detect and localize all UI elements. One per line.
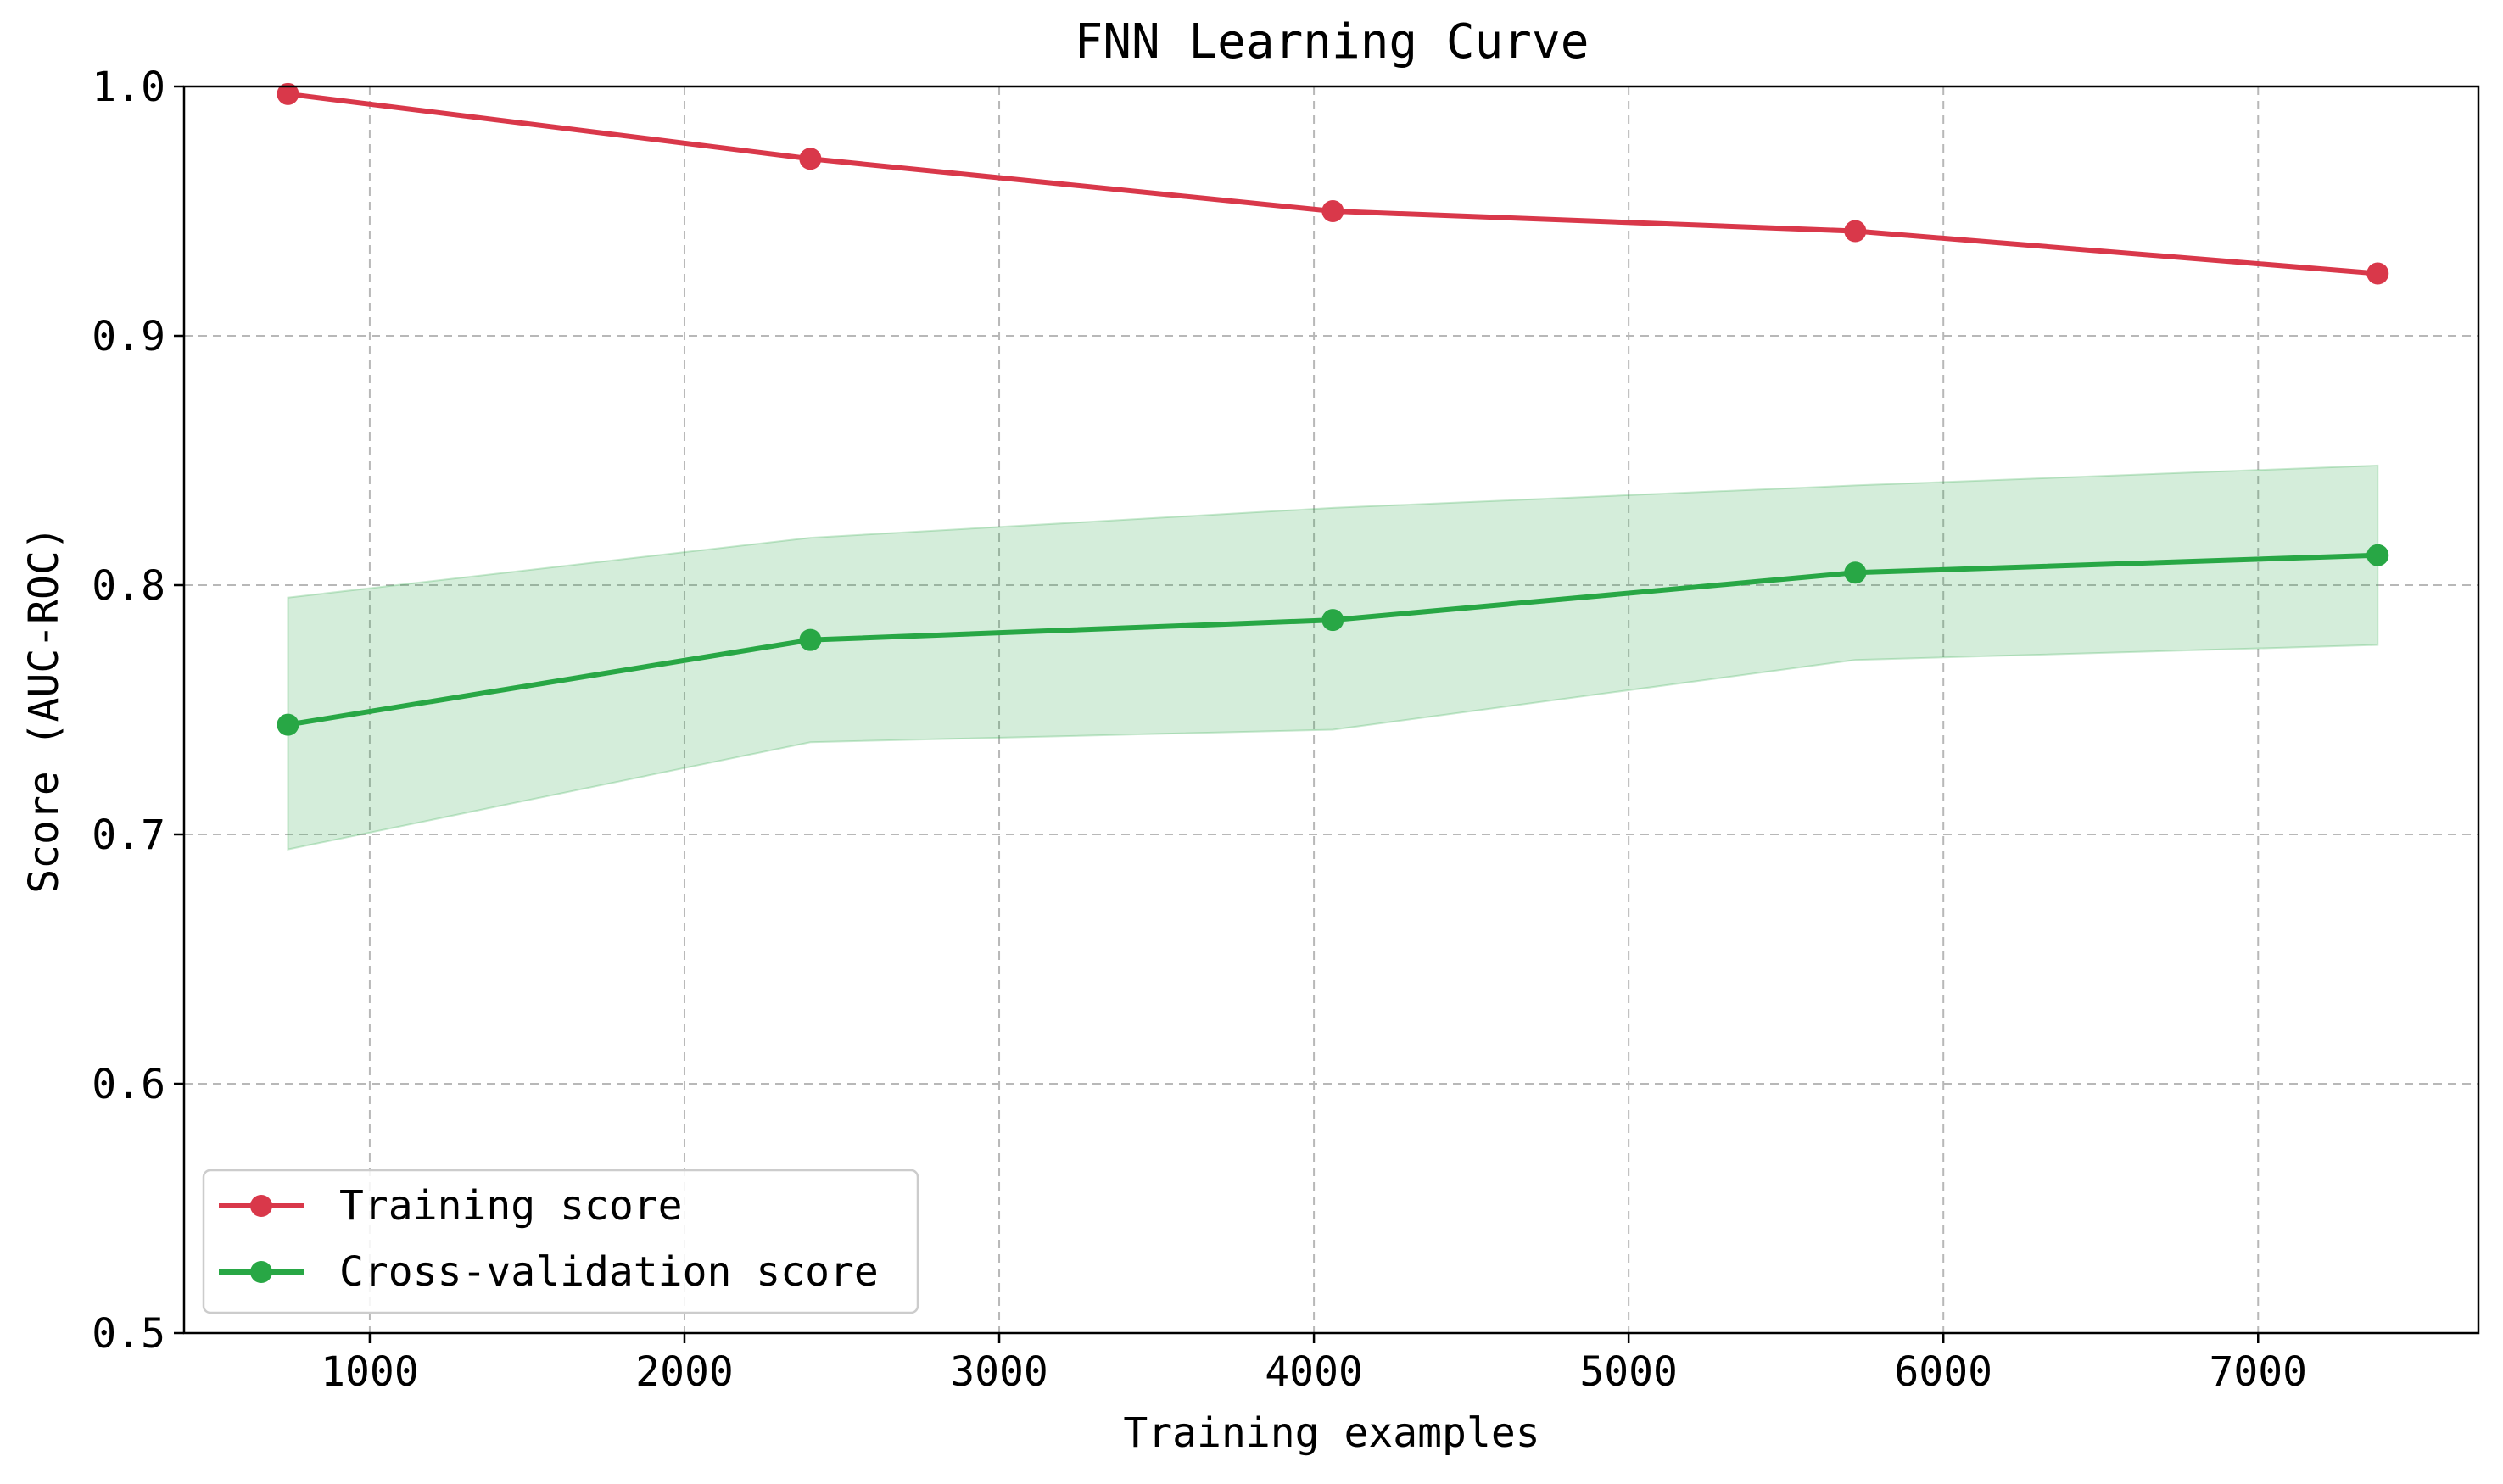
- y-axis-label: Score (AUC-ROC): [20, 526, 68, 893]
- x-tick-label: 7000: [2209, 1348, 2307, 1396]
- training-score-point: [799, 148, 822, 170]
- y-axis-ticks: 0.5 0.6 0.7 0.8 0.9 1.0: [92, 64, 184, 1358]
- y-tick-label: 0.7: [92, 812, 165, 859]
- training-score-point: [1321, 200, 1344, 222]
- x-tick-label: 3000: [950, 1348, 1048, 1396]
- x-tick-label: 4000: [1265, 1348, 1363, 1396]
- training-score-point: [2366, 262, 2389, 285]
- cross-validation-score-point: [1844, 561, 1867, 584]
- x-axis-ticks: 1000 2000 3000 4000 5000 6000 7000: [321, 1333, 2307, 1396]
- y-tick-label: 0.6: [92, 1061, 165, 1108]
- x-axis-label: Training examples: [1123, 1409, 1539, 1457]
- cross-validation-score-point: [2366, 544, 2389, 566]
- legend-label-cross-validation: Cross-validation score: [339, 1248, 879, 1296]
- cross-validation-score-point: [799, 628, 822, 651]
- x-tick-label: 6000: [1894, 1348, 1992, 1396]
- x-tick-label: 2000: [635, 1348, 734, 1396]
- cross-validation-score-point: [1321, 609, 1344, 632]
- chart-title: FNN Learning Curve: [1075, 14, 1590, 70]
- legend-label-training: Training score: [339, 1182, 683, 1230]
- y-tick-label: 0.8: [92, 562, 165, 610]
- legend-box: [202, 1169, 919, 1314]
- training-score-point: [277, 82, 299, 105]
- cross-validation-score-point: [277, 713, 299, 736]
- x-tick-label: 5000: [1579, 1348, 1678, 1396]
- cross-validation-score-std-band: [287, 464, 2379, 851]
- y-tick-label: 1.0: [92, 64, 165, 111]
- legend-marker-training: [250, 1195, 272, 1217]
- y-tick-label: 0.9: [92, 313, 165, 360]
- confidence-bands: [287, 464, 2379, 851]
- legend: Training score Cross-validation score: [202, 1169, 919, 1314]
- x-tick-label: 1000: [321, 1348, 419, 1396]
- training-score-point: [1844, 220, 1867, 243]
- plot-frame: [182, 85, 2480, 1335]
- y-tick-label: 0.5: [92, 1310, 165, 1358]
- series-points: [277, 82, 2389, 736]
- legend-marker-cross-validation: [250, 1261, 272, 1283]
